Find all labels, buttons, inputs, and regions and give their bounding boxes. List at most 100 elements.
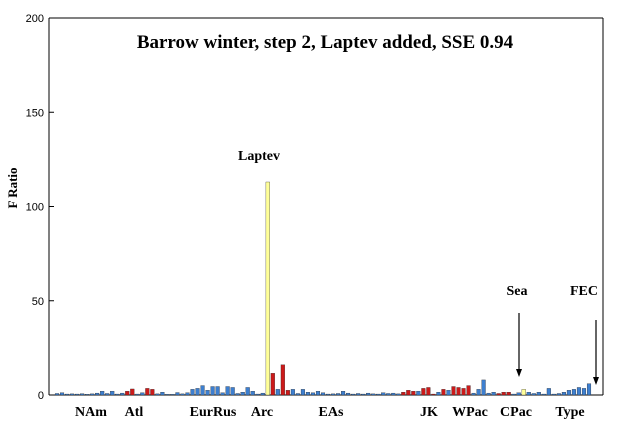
bar: [216, 387, 220, 395]
bar: [271, 373, 275, 395]
bar: [582, 388, 586, 395]
bar: [196, 388, 200, 395]
bar: [527, 392, 531, 395]
bar: [70, 394, 74, 395]
bar: [156, 394, 160, 395]
bar: [276, 389, 280, 395]
bar: [487, 393, 491, 395]
bar: [537, 392, 541, 395]
bar: [336, 393, 340, 395]
bar: [497, 393, 501, 395]
group-label: Atl: [125, 405, 144, 420]
group-label: JK: [420, 405, 438, 420]
bar: [502, 392, 506, 395]
bar: [191, 389, 195, 395]
axes: 0 50 100 150 200: [26, 13, 603, 402]
bar: [406, 390, 410, 395]
bar: [306, 392, 310, 395]
bar: [186, 393, 190, 395]
bar: [171, 394, 175, 395]
bar: [90, 394, 94, 395]
bar: [206, 390, 210, 395]
bar: [532, 393, 536, 395]
bar: [477, 389, 481, 395]
bar: [236, 393, 240, 395]
bar: [427, 387, 431, 395]
bar: [60, 393, 64, 395]
bar: [361, 394, 365, 395]
bar: [316, 391, 320, 395]
bar: [55, 393, 59, 395]
bar: [391, 393, 395, 395]
bar: [296, 393, 300, 395]
group-label: Arc: [251, 405, 273, 420]
bar: [256, 394, 260, 395]
bar: [166, 394, 170, 395]
bar: [145, 388, 149, 395]
bar: [472, 393, 476, 395]
bar: [452, 387, 456, 395]
bar: [286, 390, 290, 395]
bar: [291, 389, 295, 395]
bar: [437, 392, 441, 395]
bar: [542, 394, 546, 395]
bar: [231, 387, 235, 395]
y-tick-label: 150: [26, 107, 44, 119]
bar: [512, 394, 516, 395]
bar: [110, 391, 114, 395]
bar: [341, 391, 345, 395]
bar: [482, 380, 486, 395]
bar: [547, 388, 551, 395]
bar: [181, 394, 185, 395]
y-axis-label: F Ratio: [5, 167, 20, 208]
annotation-label: Laptev: [238, 149, 280, 164]
bar: [492, 392, 496, 395]
bar: [567, 390, 571, 395]
group-labels: NAm Atl EurRus Arc EAs JK WPac CPac Type: [75, 405, 585, 420]
arrow-head: [516, 369, 522, 377]
bar: [311, 393, 315, 395]
bar: [432, 394, 436, 395]
bar: [161, 392, 165, 395]
group-label: CPac: [500, 405, 532, 420]
bar: [587, 384, 591, 395]
bar: [442, 389, 446, 395]
bar: [80, 394, 84, 395]
bar: [557, 393, 561, 395]
y-tick-label: 0: [38, 390, 44, 402]
bar: [140, 393, 144, 395]
bar: [386, 393, 390, 395]
bar: [517, 393, 521, 395]
bar: [522, 389, 526, 395]
bar: [401, 392, 405, 395]
bar: [125, 391, 129, 395]
group-label: Type: [555, 405, 584, 420]
bar: [120, 393, 124, 395]
bar: [85, 394, 89, 395]
y-tick-label: 100: [26, 202, 44, 214]
bar: [95, 393, 99, 395]
bar: [211, 387, 215, 395]
bar: [176, 393, 180, 395]
bar: [246, 387, 250, 395]
bar: [331, 394, 335, 395]
y-tick-label: 50: [32, 296, 44, 308]
bar: [462, 388, 466, 395]
y-tick-label: 200: [26, 13, 44, 25]
group-label: WPac: [452, 405, 488, 420]
bar: [150, 389, 154, 395]
bar: [552, 394, 556, 395]
group-label: EurRus: [190, 405, 237, 420]
bar: [65, 394, 69, 395]
annotation-label: FEC: [570, 284, 598, 299]
bar: [135, 394, 139, 395]
bar: [396, 394, 400, 395]
chart-title: Barrow winter, step 2, Laptev added, SSE…: [137, 32, 514, 53]
bar: [507, 392, 511, 395]
bar: [572, 389, 576, 395]
bar: [261, 393, 265, 395]
bar: [105, 393, 109, 395]
bar: [346, 393, 350, 395]
bar: [301, 389, 305, 395]
bar: [447, 390, 451, 395]
